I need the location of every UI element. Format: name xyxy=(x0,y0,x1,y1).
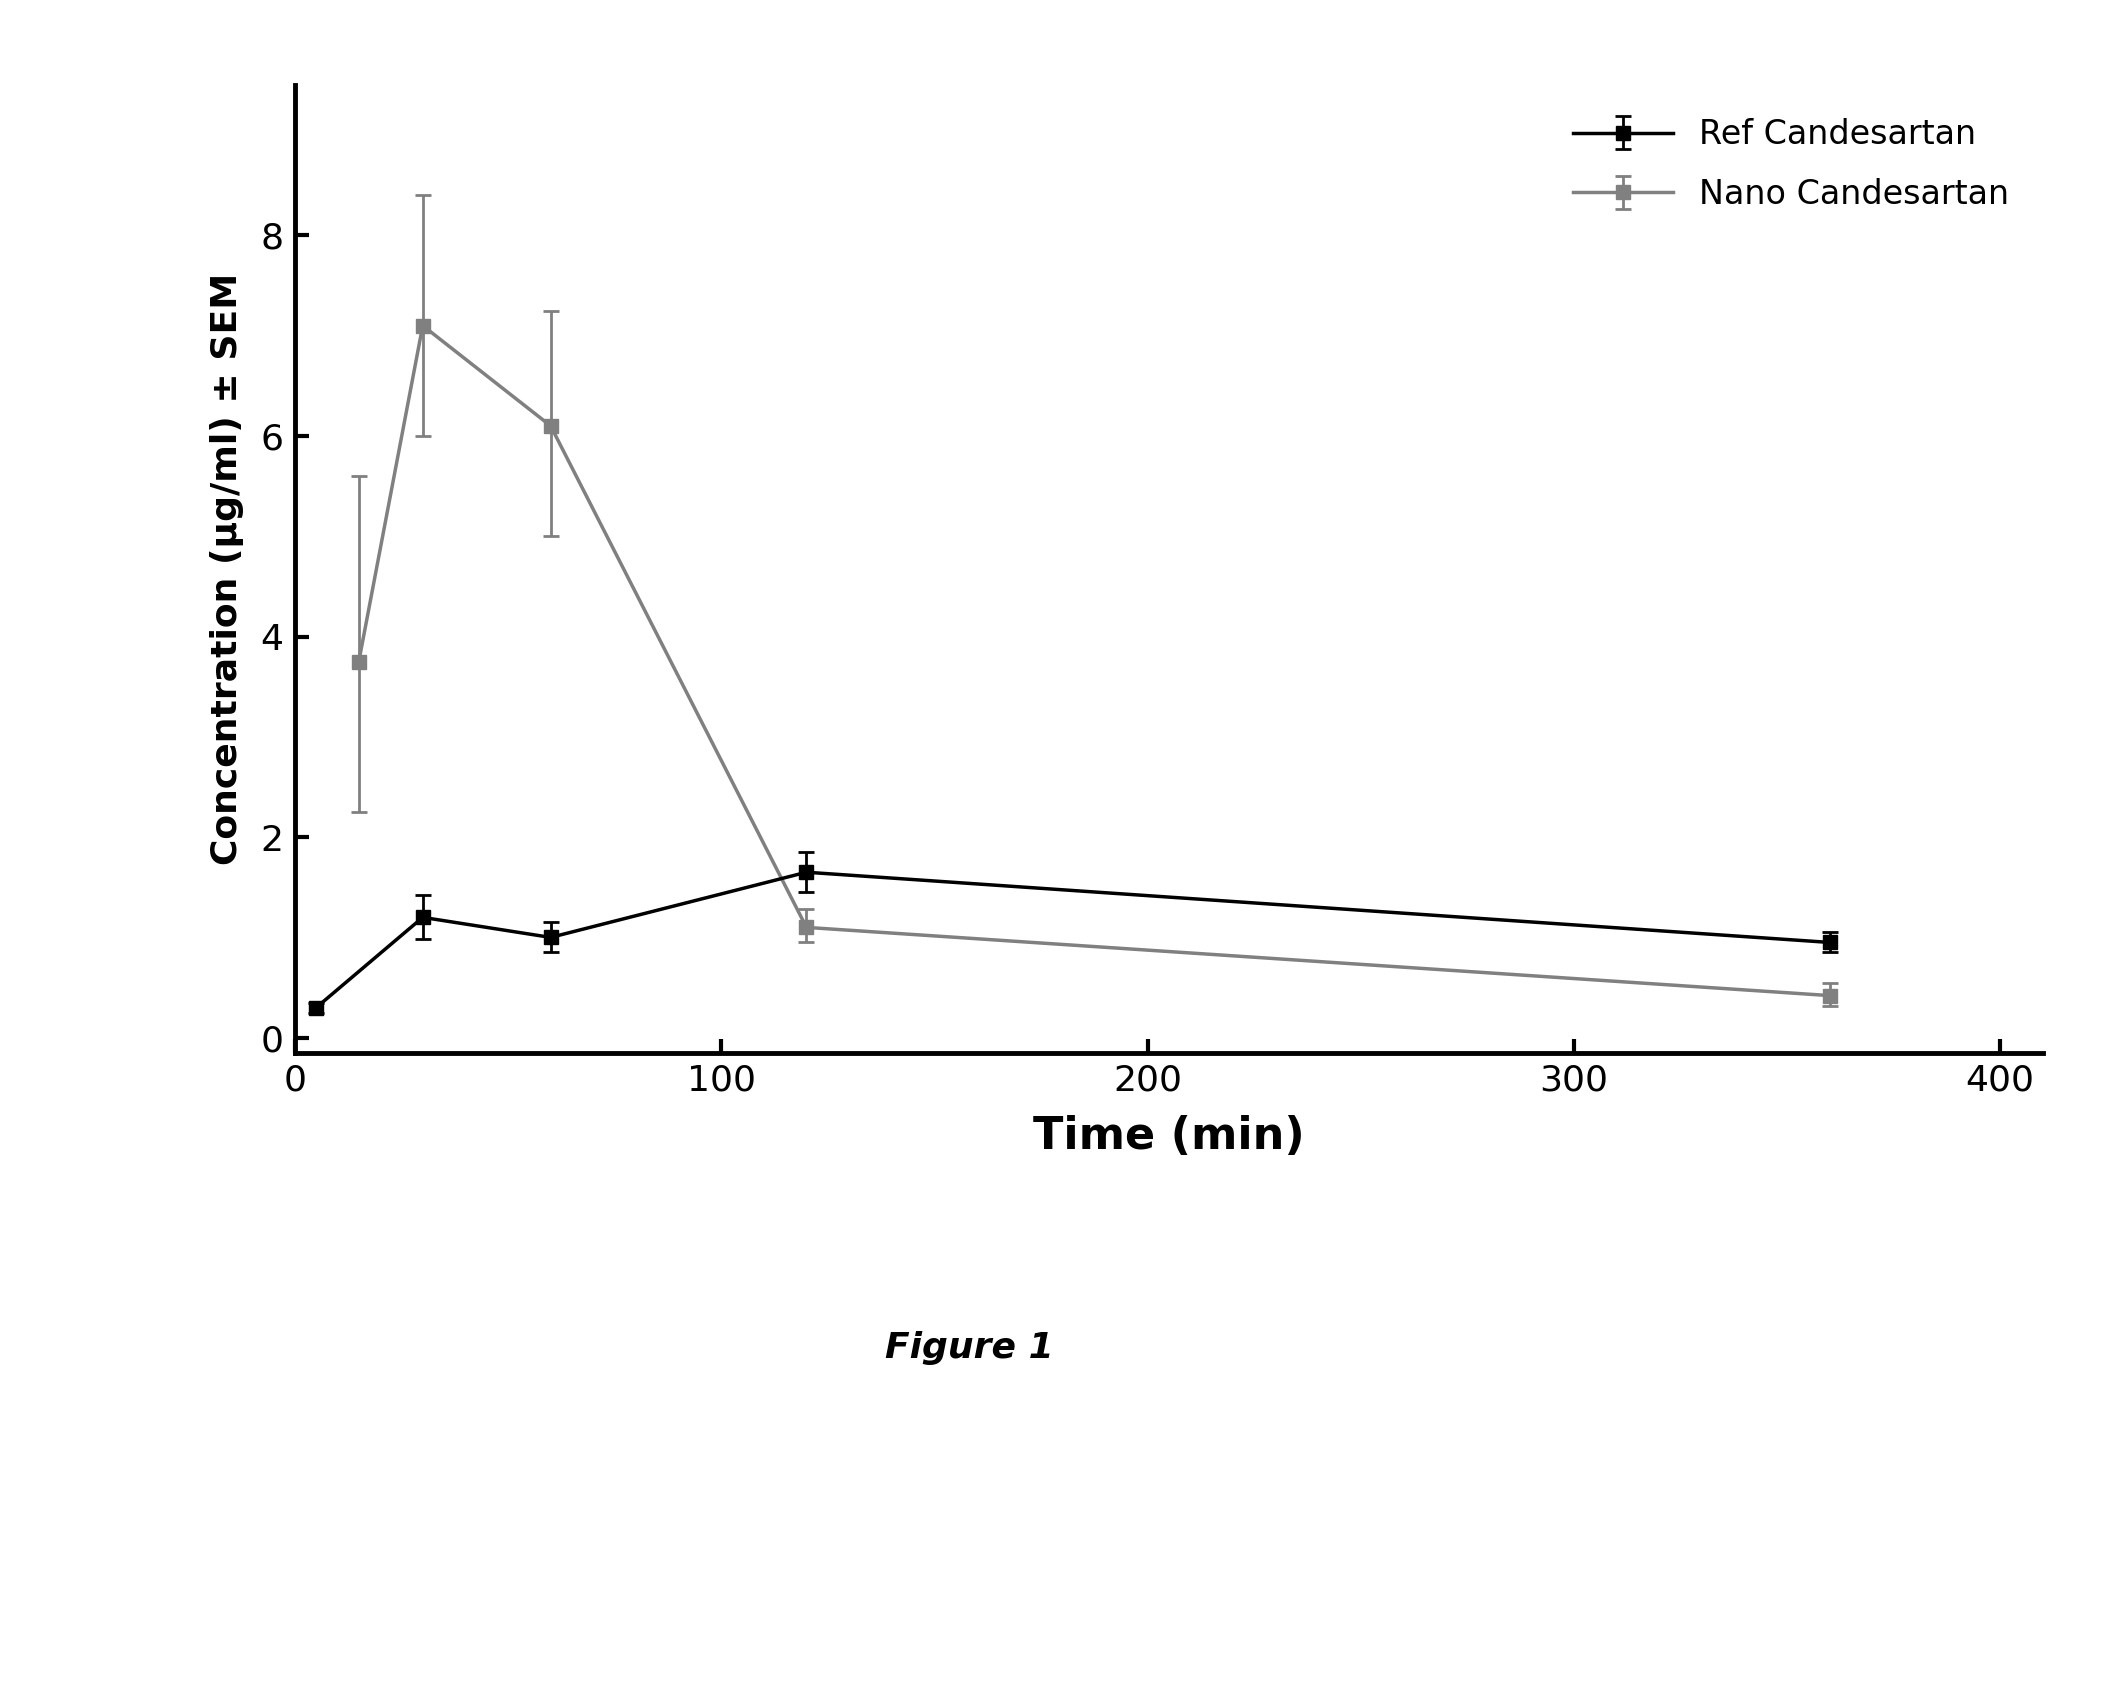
Legend: Ref Candesartan, Nano Candesartan: Ref Candesartan, Nano Candesartan xyxy=(1556,102,2026,228)
Text: Figure 1: Figure 1 xyxy=(885,1331,1053,1365)
X-axis label: Time (min): Time (min) xyxy=(1032,1114,1306,1158)
Y-axis label: Concentration (μg/ml) ± SEM: Concentration (μg/ml) ± SEM xyxy=(211,273,244,864)
